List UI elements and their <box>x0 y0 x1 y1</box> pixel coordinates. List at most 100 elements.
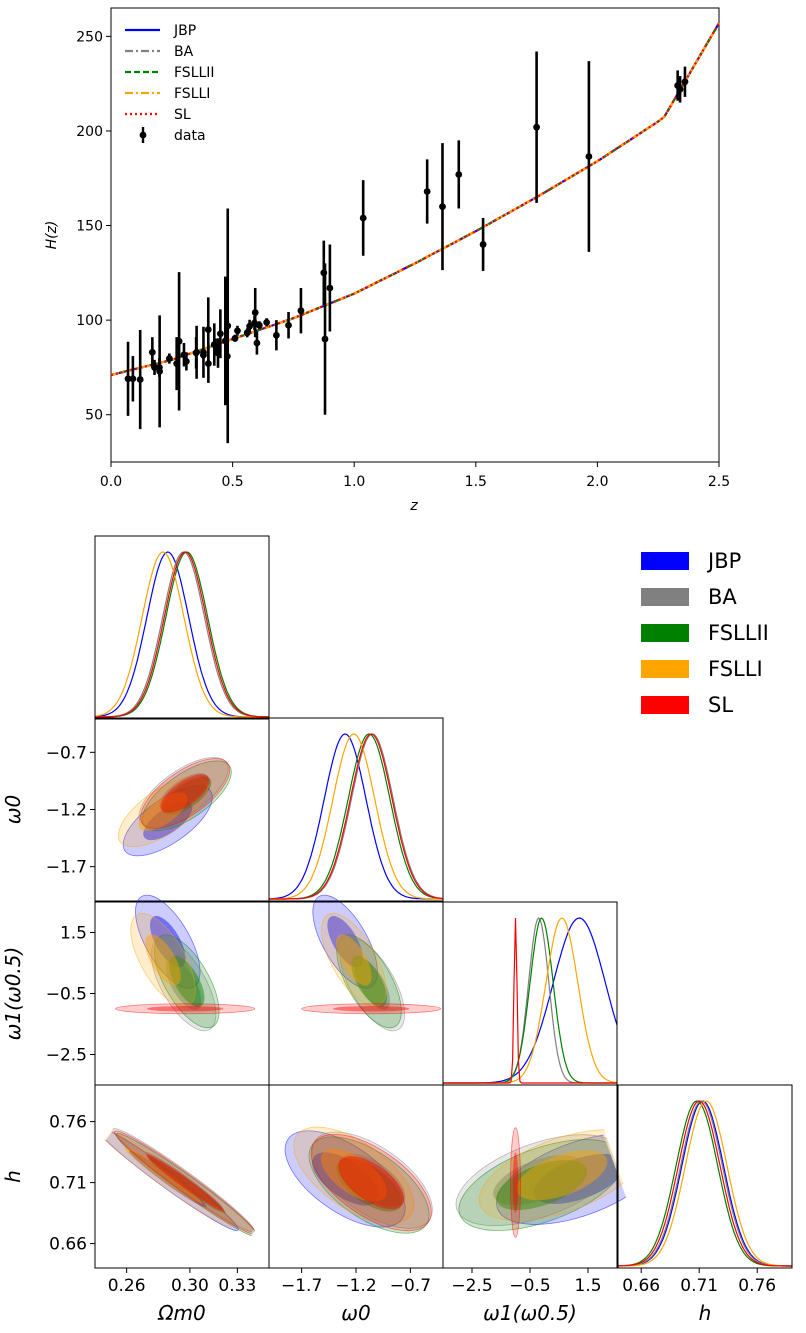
hz-data-point <box>321 335 329 343</box>
marginal-ba <box>443 917 617 1084</box>
hz-data-point <box>193 348 201 356</box>
hz-data-point <box>263 318 271 326</box>
contour-ba <box>311 1131 433 1229</box>
hz-ytick-label: 100 <box>76 313 103 329</box>
corner-panel-3-1 <box>268 1084 444 1269</box>
contour-fslli <box>321 913 387 1007</box>
corner-panel-1-1 <box>268 717 444 902</box>
hz-legend-label: data <box>174 128 206 144</box>
marginal-sl <box>618 1100 792 1267</box>
corner-ytick-label: −0.7 <box>46 743 87 763</box>
hz-xtick-label: 0.0 <box>100 474 122 490</box>
hz-data-point <box>182 357 190 365</box>
hz-data-point <box>246 322 254 330</box>
hz-data-point <box>175 337 183 345</box>
corner-panel-frame <box>268 717 444 902</box>
corner-ylabel: h <box>1 1170 25 1183</box>
contour-jbp <box>312 894 378 989</box>
hz-data-point <box>204 326 212 333</box>
corner-panel-3-0 <box>92 1084 270 1269</box>
corner-xtick-label: −0.7 <box>390 1276 431 1296</box>
marginal-jbp <box>94 551 269 718</box>
hz-ytick-label: 150 <box>76 219 103 235</box>
marginal-fsllii <box>269 733 444 900</box>
corner-xtick-label: 1.5 <box>574 1276 601 1296</box>
hz-ytick-label: 50 <box>85 408 103 424</box>
hz-data-point <box>439 203 446 211</box>
contour-fsllii <box>154 934 220 1029</box>
hz-data-point <box>455 171 463 178</box>
marginal-sl <box>95 551 269 718</box>
contour-sl <box>114 1130 257 1235</box>
hz-xlabel: z <box>409 498 418 514</box>
corner-yaxis-3: 0.76 0.71 0.66 h <box>1 1113 95 1255</box>
hz-legend-label: SL <box>174 107 191 123</box>
marginal-fsllii <box>617 1100 792 1267</box>
corner-xtick-label: 0.30 <box>171 1276 209 1296</box>
contour-jbp <box>284 1130 406 1228</box>
marginal-ba <box>269 733 444 900</box>
hz-data-point <box>251 309 259 316</box>
hz-plot-frame <box>110 7 720 463</box>
hz-data-point <box>136 376 144 383</box>
marginal-sl <box>443 917 617 1084</box>
contour-fslli <box>130 913 196 1007</box>
corner-yaxis-2: 1.5 −0.5 −2.5 ω1(ω0.5) <box>1 924 95 1066</box>
corner-ytick-label: −0.5 <box>46 985 87 1005</box>
corner-panel-3-2 <box>442 1084 646 1269</box>
hz-data-point <box>129 375 137 383</box>
marginal-jbp <box>268 733 443 900</box>
corner-xtick-label: 0.66 <box>622 1276 660 1296</box>
corner-xlabel: ω1(ω0.5) <box>483 1301 577 1325</box>
hz-curve-fslli <box>110 22 720 377</box>
hz-data-point <box>585 153 593 160</box>
corner-xtick-label: 0.26 <box>108 1276 146 1296</box>
hz-data-point <box>479 241 487 248</box>
corner-xtick-label: 0.76 <box>738 1276 776 1296</box>
corner-xlabel: Ωm0 <box>157 1301 206 1325</box>
contour-sl <box>115 1003 256 1015</box>
hz-data-point <box>216 330 224 338</box>
hz-data-point <box>231 334 239 342</box>
hz-data-point <box>326 284 334 292</box>
corner-panel-3-3 <box>617 1084 793 1269</box>
hz-legend-label: FSLLII <box>174 65 215 81</box>
hz-data-point <box>204 360 212 368</box>
corner-ytick-label: 1.5 <box>60 924 87 944</box>
corner-panel-2-2 <box>442 901 618 1086</box>
hz-legend-label: JBP <box>173 23 196 39</box>
hz-data-point <box>676 85 684 93</box>
hz-data-point <box>156 367 164 375</box>
hz-xtick-label: 2.0 <box>586 474 608 490</box>
corner-legend-swatch <box>641 588 689 606</box>
corner-xtick-label: 0.71 <box>680 1276 718 1296</box>
hz-legend-label: FSLLI <box>174 86 210 102</box>
corner-xaxis-2: −2.5 −0.5 1.5 ω1(ω0.5) <box>451 1268 602 1325</box>
marginal-jbp <box>617 1100 792 1267</box>
marginal-jbp <box>443 917 618 1084</box>
hz-data-point <box>224 322 232 330</box>
corner-xaxis-0: 0.26 0.30 0.33 Ωm0 <box>108 1268 256 1325</box>
marginal-fslli <box>94 551 269 718</box>
corner-panel-2-1 <box>268 894 444 1086</box>
corner-ytick-label: 0.76 <box>49 1113 87 1133</box>
marginal-sl <box>269 733 444 900</box>
hz-data-point <box>165 355 173 362</box>
marginal-ba <box>95 551 270 718</box>
hz-xtick-label: 0.5 <box>221 474 243 490</box>
corner-ytick-label: −1.7 <box>46 858 87 878</box>
corner-panel-frame <box>617 1084 793 1269</box>
hz-xtick-label: 1.5 <box>465 474 487 490</box>
marginal-ba <box>618 1100 792 1267</box>
contour-fslli <box>293 1126 415 1224</box>
corner-xaxis-3: 0.66 0.71 0.76 h <box>622 1268 776 1325</box>
hz-data-point <box>255 321 263 329</box>
hz-data-point <box>148 348 156 356</box>
hz-legend-data-point <box>139 131 147 139</box>
hz-data-point <box>234 327 241 335</box>
corner-legend-label: FSLLI <box>708 657 763 681</box>
corner-panel-0-0 <box>94 535 270 720</box>
contour-sl <box>301 1003 442 1015</box>
